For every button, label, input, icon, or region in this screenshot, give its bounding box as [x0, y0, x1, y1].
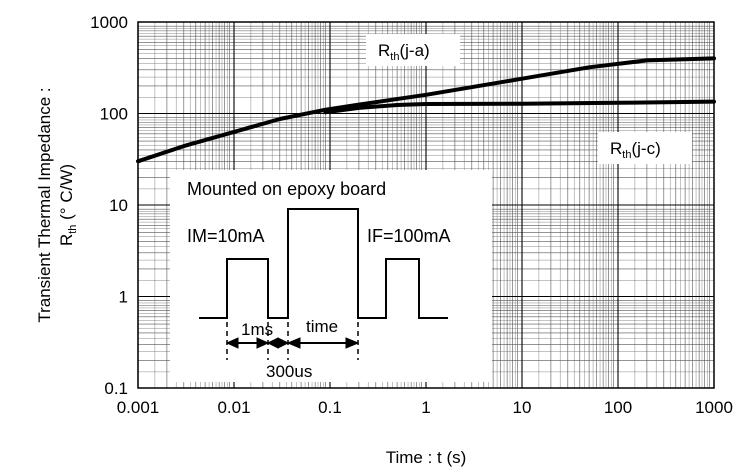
x-tick-label: 0.1 — [318, 398, 342, 417]
x-tick-label: 100 — [604, 398, 632, 417]
y-axis-label-line2: Rth (° C/W) — [57, 164, 79, 246]
y-tick-label: 1000 — [90, 13, 128, 32]
series-label-rth-jc: Rth(j-c) — [598, 132, 692, 164]
series-layer — [136, 56, 716, 164]
x-axis-label: Time : t (s) — [386, 448, 467, 467]
inset-1ms-label: 1ms — [241, 320, 273, 339]
inset-background — [170, 170, 492, 382]
y-tick-label: 0.1 — [104, 379, 128, 398]
inset-1ms-arrow — [225, 337, 270, 349]
inset-im-label: IM=10mA — [187, 226, 265, 246]
x-tick-label: 1000 — [695, 398, 733, 417]
svg-text:Rth(j-c): Rth(j-c) — [610, 139, 661, 161]
x-tick-label: 1 — [421, 398, 430, 417]
y-axis-label-sub: th — [67, 225, 79, 234]
inset-if-label: IF=100mA — [367, 226, 451, 246]
y-tick-label: 10 — [109, 196, 128, 215]
inset-time-label: time — [306, 317, 338, 336]
series-line-rth-ja — [136, 56, 716, 164]
series-label-rth-jc-rest: (j-c) — [631, 139, 660, 158]
inset-300us-label: 300us — [266, 362, 312, 381]
x-tick-label: 0.001 — [117, 398, 160, 417]
series-line-rth-jc — [323, 99, 716, 115]
inset-pulse-waveform — [199, 208, 448, 319]
series-label-rth-ja-rest: (j-a) — [399, 41, 429, 60]
series-label-rth-jc-sub: th — [622, 149, 631, 161]
x-tick-label: 10 — [513, 398, 532, 417]
x-tick-labels: 0.001 0.01 0.1 1 10 100 1000 — [117, 398, 733, 417]
inset-title: Mounted on epoxy board — [187, 179, 386, 199]
inset-time-arrow — [286, 337, 360, 349]
series-label-rth-ja: Rth(j-a) — [366, 34, 460, 66]
y-axis-label-rest: (° C/W) — [57, 164, 76, 225]
y-axis-label-base: R — [57, 234, 76, 246]
y-axis-label-line1: Transient Thermal Impedance : — [35, 87, 54, 322]
x-tick-label: 0.01 — [217, 398, 250, 417]
y-tick-labels: 0.1 1 10 100 1000 — [90, 13, 128, 398]
series-label-rth-ja-base: R — [378, 41, 390, 60]
plot-frame — [137, 21, 715, 389]
inset-300us-arrow — [266, 337, 290, 349]
y-tick-label: 100 — [100, 105, 128, 124]
series-label-rth-jc-base: R — [610, 139, 622, 158]
y-tick-label: 1 — [119, 288, 128, 307]
series-label-rth-ja-sub: th — [390, 51, 399, 63]
svg-text:Rth(j-a): Rth(j-a) — [378, 41, 430, 63]
measurement-inset: Mounted on epoxy board IM=10mA IF=100mA … — [170, 170, 492, 382]
